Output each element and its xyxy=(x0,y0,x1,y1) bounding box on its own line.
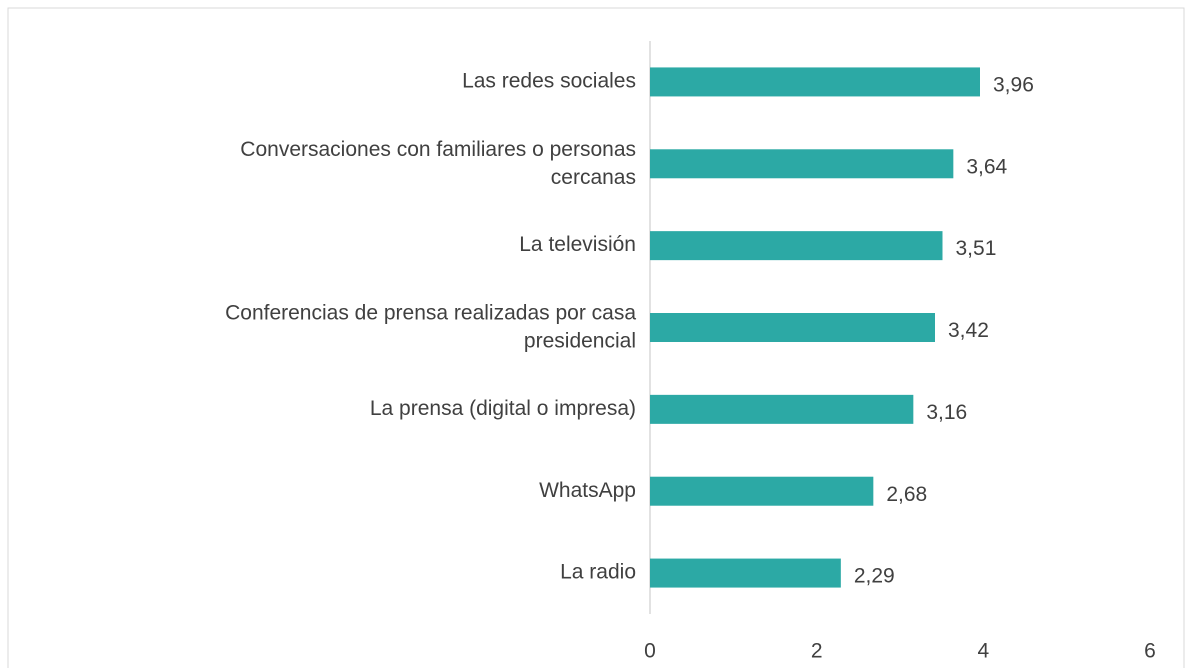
x-tick-label: 6 xyxy=(1144,640,1156,663)
y-tick-label: Conferencias de prensa realizadas por ca… xyxy=(225,301,636,352)
y-tick-label: Conversaciones con familiares o personas… xyxy=(240,137,636,188)
y-tick-label: Las redes sociales xyxy=(462,69,636,92)
y-tick-label: WhatsApp xyxy=(539,479,636,502)
data-label: 2,29 xyxy=(854,565,895,588)
x-tick-label: 0 xyxy=(644,640,656,663)
y-tick-label: La prensa (digital o impresa) xyxy=(370,397,636,420)
data-label: 3,42 xyxy=(948,319,989,342)
data-label: 3,96 xyxy=(993,73,1034,96)
bar xyxy=(650,394,914,424)
chart-frame xyxy=(7,7,1185,668)
y-tick-label: La televisión xyxy=(519,233,636,256)
data-label: 2,68 xyxy=(886,483,927,506)
data-label: 3,16 xyxy=(926,401,967,424)
bar xyxy=(650,231,943,261)
bar xyxy=(650,558,841,588)
x-tick-label: 4 xyxy=(977,640,989,663)
bar xyxy=(650,313,935,342)
bar xyxy=(650,149,954,179)
bar xyxy=(650,67,980,97)
bar xyxy=(650,476,874,506)
y-tick-label: La radio xyxy=(560,561,636,584)
x-tick-label: 2 xyxy=(811,640,823,663)
data-label: 3,51 xyxy=(956,237,997,260)
data-label: 3,64 xyxy=(966,155,1007,178)
